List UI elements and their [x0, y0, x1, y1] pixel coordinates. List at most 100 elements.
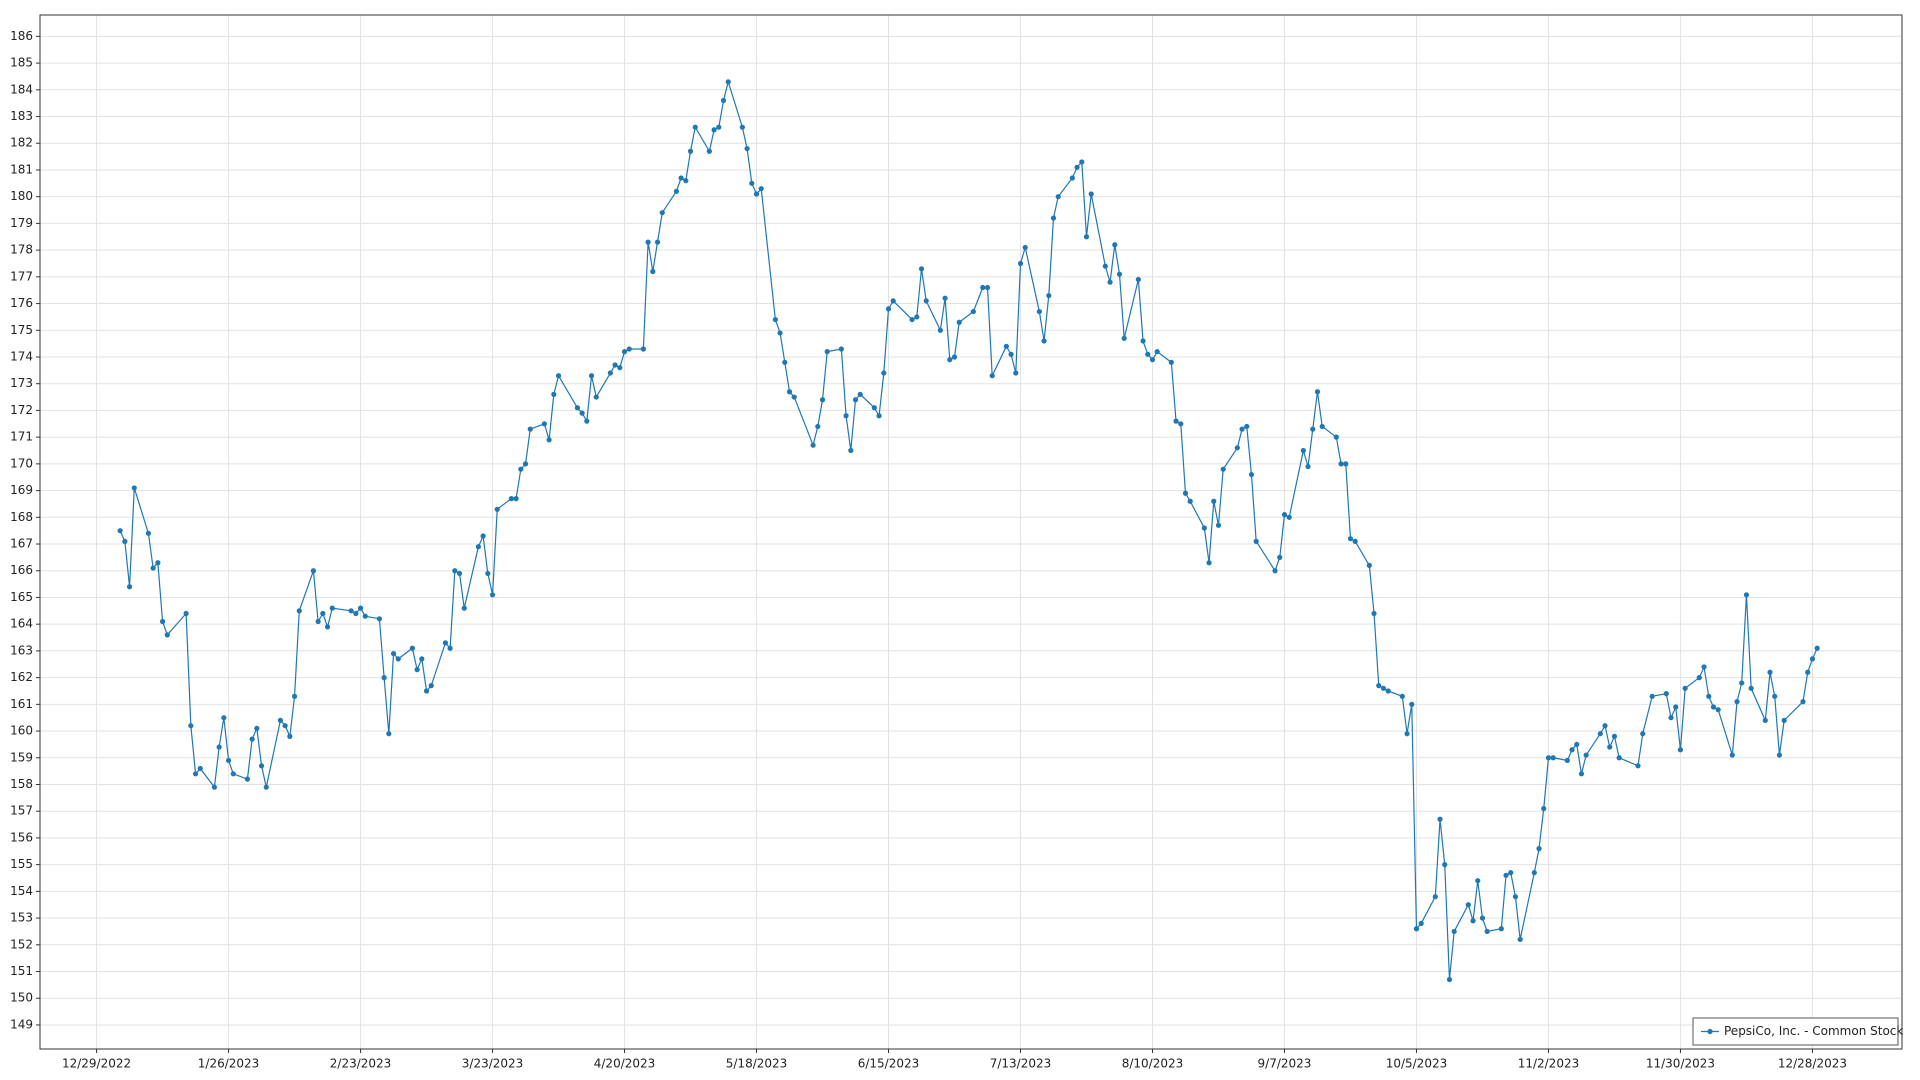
y-tick-label: 183	[10, 109, 33, 123]
y-tick-label: 173	[10, 376, 33, 390]
data-point	[1088, 191, 1094, 197]
data-point	[494, 506, 500, 512]
data-point	[546, 437, 552, 443]
data-point	[329, 605, 335, 611]
data-point	[593, 394, 599, 400]
y-tick-label: 171	[10, 430, 33, 444]
data-point	[475, 544, 481, 550]
legend-label: PepsiCo, Inc. - Common Stock	[1724, 1024, 1903, 1038]
data-point	[1498, 926, 1504, 932]
data-point	[1729, 752, 1735, 758]
data-point	[1781, 717, 1787, 723]
y-tick-label: 154	[10, 884, 33, 898]
data-point	[1050, 215, 1057, 221]
data-point	[310, 568, 317, 574]
data-point	[1602, 723, 1608, 729]
data-point	[513, 496, 519, 502]
data-point	[1310, 426, 1316, 432]
data-point	[456, 570, 463, 577]
data-point	[1432, 894, 1438, 900]
data-point	[1762, 717, 1768, 723]
data-point	[1286, 514, 1292, 520]
data-point	[381, 675, 387, 681]
y-tick-label: 184	[10, 82, 33, 96]
y-tick-label: 175	[10, 323, 33, 337]
data-point	[1135, 276, 1141, 283]
data-point	[1409, 701, 1415, 707]
data-point	[626, 346, 632, 352]
data-point	[711, 127, 717, 133]
data-point	[1404, 731, 1410, 737]
x-tick-label: 6/15/2023	[858, 1057, 920, 1071]
data-point	[1338, 461, 1344, 467]
data-point	[518, 466, 524, 472]
data-point	[1121, 335, 1127, 341]
y-tick-label: 164	[10, 617, 33, 631]
data-point	[1635, 763, 1641, 769]
data-point	[758, 186, 764, 192]
y-tick-label: 152	[10, 937, 33, 951]
data-point	[1187, 498, 1193, 504]
y-tick-label: 172	[10, 403, 33, 417]
data-point	[1239, 426, 1245, 432]
data-point	[527, 426, 533, 432]
data-point	[1182, 490, 1189, 496]
data-point	[442, 640, 448, 646]
y-tick-label: 153	[10, 911, 33, 925]
data-point	[1244, 423, 1250, 430]
data-point	[1083, 234, 1090, 240]
data-point	[1178, 421, 1184, 427]
data-point	[1418, 920, 1424, 927]
data-point	[159, 618, 166, 625]
data-point	[673, 188, 679, 194]
data-point	[1385, 688, 1391, 694]
data-point	[1347, 536, 1354, 542]
data-point	[659, 210, 665, 216]
x-tick-label: 2/23/2023	[330, 1057, 392, 1071]
data-point	[617, 365, 623, 371]
data-point	[1022, 244, 1028, 251]
data-point	[706, 148, 712, 154]
data-point	[1319, 423, 1325, 430]
data-point	[230, 771, 236, 777]
data-point	[579, 410, 585, 416]
data-point	[772, 316, 778, 323]
data-point	[1107, 279, 1113, 285]
data-point	[1008, 351, 1014, 357]
y-tick-label: 162	[10, 670, 33, 684]
data-point	[1253, 538, 1259, 544]
data-point	[1116, 271, 1123, 277]
data-point	[1069, 175, 1075, 181]
data-point	[1512, 894, 1519, 900]
data-point	[1583, 752, 1589, 758]
data-point	[254, 725, 260, 731]
x-tick-label: 3/23/2023	[462, 1057, 524, 1071]
data-point	[1079, 159, 1085, 165]
data-point	[1531, 870, 1537, 876]
data-point	[183, 610, 189, 617]
data-point	[291, 693, 298, 699]
data-point	[951, 354, 958, 360]
data-point	[1140, 338, 1146, 344]
data-point	[541, 421, 547, 427]
data-point	[555, 373, 562, 379]
data-point	[1413, 926, 1420, 932]
y-tick-label: 181	[10, 162, 33, 176]
data-point	[786, 389, 793, 395]
data-point	[1465, 902, 1471, 908]
data-point	[1220, 466, 1226, 472]
x-tick-label: 12/28/2023	[1778, 1057, 1847, 1071]
data-point	[1734, 699, 1740, 705]
data-point	[1102, 263, 1108, 269]
data-point	[362, 613, 368, 619]
y-tick-label: 156	[10, 830, 33, 844]
data-point	[376, 616, 383, 622]
y-tick-label: 178	[10, 243, 33, 257]
data-point	[1446, 976, 1453, 983]
data-point	[1041, 338, 1047, 344]
data-point	[645, 239, 651, 245]
data-point	[164, 632, 170, 638]
data-point	[574, 405, 580, 411]
data-point	[984, 284, 991, 291]
